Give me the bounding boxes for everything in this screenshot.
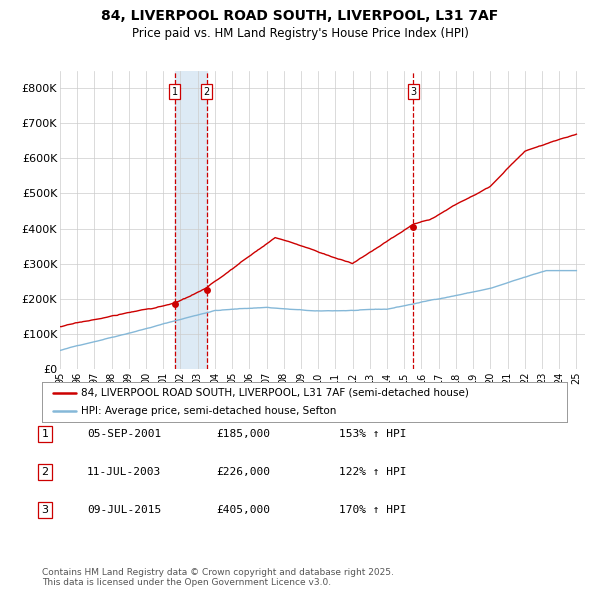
Text: £226,000: £226,000 [216,467,270,477]
Text: 2: 2 [203,87,210,97]
Text: 3: 3 [41,506,49,515]
Text: HPI: Average price, semi-detached house, Sefton: HPI: Average price, semi-detached house,… [82,406,337,416]
Text: Price paid vs. HM Land Registry's House Price Index (HPI): Price paid vs. HM Land Registry's House … [131,27,469,40]
Text: £405,000: £405,000 [216,506,270,515]
Bar [175,71,206,369]
Text: 09-JUL-2015: 09-JUL-2015 [87,506,161,515]
Text: £185,000: £185,000 [216,429,270,438]
Text: 05-SEP-2001: 05-SEP-2001 [87,429,161,438]
Text: 1: 1 [172,87,178,97]
Text: 122% ↑ HPI: 122% ↑ HPI [339,467,407,477]
Text: 11-JUL-2003: 11-JUL-2003 [87,467,161,477]
Text: 2: 2 [41,467,49,477]
Text: 84, LIVERPOOL ROAD SOUTH, LIVERPOOL, L31 7AF (semi-detached house): 84, LIVERPOOL ROAD SOUTH, LIVERPOOL, L31… [82,388,469,398]
Text: 170% ↑ HPI: 170% ↑ HPI [339,506,407,515]
Text: 1: 1 [41,429,49,438]
Text: 84, LIVERPOOL ROAD SOUTH, LIVERPOOL, L31 7AF: 84, LIVERPOOL ROAD SOUTH, LIVERPOOL, L31… [101,9,499,23]
Text: Contains HM Land Registry data © Crown copyright and database right 2025.
This d: Contains HM Land Registry data © Crown c… [42,568,394,587]
Text: 153% ↑ HPI: 153% ↑ HPI [339,429,407,438]
Text: 3: 3 [410,87,416,97]
